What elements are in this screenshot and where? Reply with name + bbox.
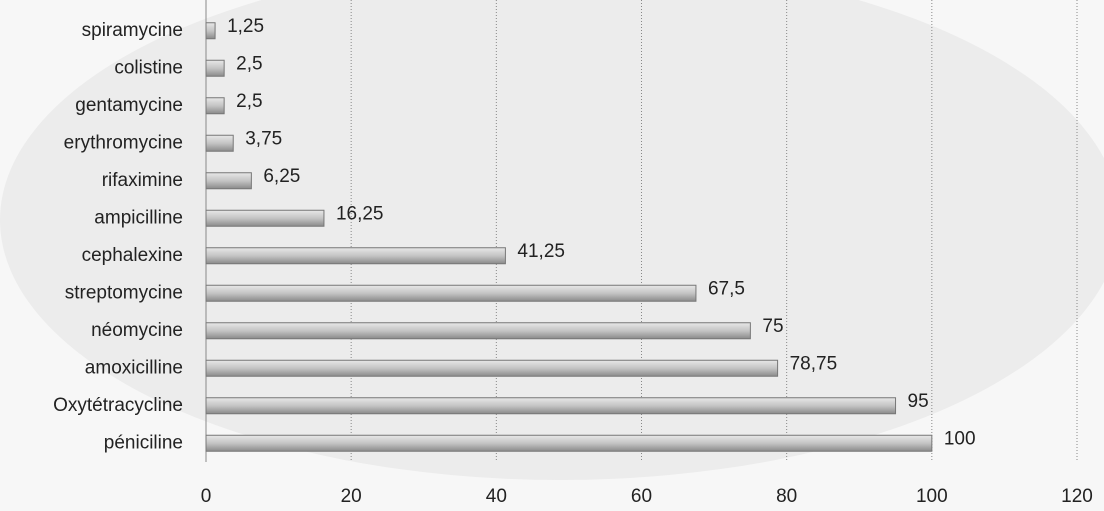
y-tick-label: amoxicilline: [85, 357, 183, 378]
bar: [206, 323, 750, 339]
value-label: 75: [762, 316, 783, 337]
y-tick-label: Oxytétracycline: [53, 395, 183, 416]
bar: [206, 398, 896, 414]
value-label: 95: [908, 391, 929, 412]
y-tick-label: ampicilline: [94, 207, 183, 228]
bar: [206, 360, 778, 376]
y-tick-label: néomycine: [91, 320, 183, 341]
chart: 0 20 40 60 80 100 120 spiramycine 1,25 colistine 2…: [0, 0, 1104, 511]
x-tick-label: 60: [631, 486, 652, 507]
bar: [206, 173, 251, 189]
y-tick-label: spiramycine: [82, 20, 183, 41]
value-label: 67,5: [708, 278, 745, 299]
value-label: 100: [944, 428, 976, 449]
value-label: 2,5: [236, 91, 262, 112]
x-tick-label: 100: [916, 486, 948, 507]
value-label: 1,25: [227, 16, 264, 37]
y-tick-label: rifaximine: [102, 170, 183, 191]
bar: [206, 23, 215, 39]
value-label: 16,25: [336, 203, 384, 224]
value-label: 6,25: [263, 166, 300, 187]
bar: [206, 285, 696, 301]
bar: [206, 435, 932, 451]
value-label: 78,75: [790, 353, 838, 374]
y-tick-label: gentamycine: [75, 95, 183, 116]
bar: [206, 135, 233, 151]
y-tick-label: péniciline: [104, 432, 183, 453]
y-tick-label: colistine: [114, 57, 183, 78]
y-tick-label: streptomycine: [65, 282, 183, 303]
y-tick-label: cephalexine: [82, 245, 183, 266]
x-tick-label: 120: [1061, 486, 1093, 507]
y-tick-label: erythromycine: [64, 132, 183, 153]
value-label: 2,5: [236, 53, 262, 74]
bar: [206, 60, 224, 76]
bar: [206, 210, 324, 226]
value-label: 41,25: [517, 241, 565, 262]
bar: [206, 248, 505, 264]
x-tick-label: 20: [341, 486, 362, 507]
value-label: 3,75: [245, 128, 282, 149]
x-tick-label: 0: [201, 486, 212, 507]
bar: [206, 98, 224, 114]
x-tick-label: 80: [776, 486, 797, 507]
x-tick-label: 40: [486, 486, 507, 507]
